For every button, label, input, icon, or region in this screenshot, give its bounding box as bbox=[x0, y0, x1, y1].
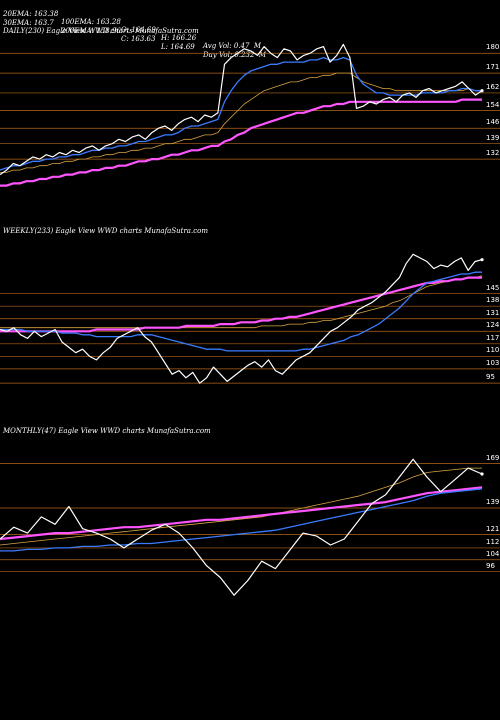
y-tick-label: 96 bbox=[486, 561, 495, 570]
y-tick-label: 139 bbox=[486, 498, 500, 506]
stat-100ema: 100EMA: 163.28 bbox=[61, 18, 121, 26]
y-tick-label: 139 bbox=[486, 133, 500, 142]
y-tick-label: 180 bbox=[486, 43, 500, 52]
weekly-chart bbox=[0, 253, 500, 384]
stat-20ema: 20EMA: 163.38 bbox=[3, 10, 59, 18]
ema-mid-line bbox=[0, 467, 482, 546]
ema-fast-line bbox=[0, 488, 483, 552]
ema-mid-line bbox=[0, 72, 482, 173]
stat-avg-vol: Avg Vol: 0.47 M bbox=[203, 42, 262, 50]
y-tick-label: 146 bbox=[486, 118, 500, 127]
stat-day-vol: Day Vol: 0.232 M bbox=[203, 51, 267, 59]
y-tick-label: 132 bbox=[486, 149, 500, 158]
stats-row-1: 20EMA: 163.38 100EMA: 163.28 O: 164.69 H… bbox=[3, 2, 261, 50]
last-price-point bbox=[480, 472, 484, 476]
monthly-chart bbox=[0, 458, 500, 596]
last-price-point bbox=[480, 258, 484, 262]
y-tick-label: 162 bbox=[486, 82, 500, 91]
ema-mid-line bbox=[0, 275, 483, 329]
y-tick-label: 124 bbox=[486, 321, 500, 330]
stat-high: H: 166.26 bbox=[161, 34, 197, 42]
stat-30ema: 30EMA: 163.7 bbox=[3, 19, 54, 27]
stat-low: L: 164.69 bbox=[161, 43, 195, 51]
y-tick-label: 112 bbox=[486, 537, 500, 546]
monthly-chart-title: MONTHLY(47) Eagle View WWD charts Munafa… bbox=[3, 427, 211, 435]
daily-chart-title: DAILY(230) Eagle View WWD charts MunafaS… bbox=[3, 27, 199, 35]
y-tick-label: 103 bbox=[486, 358, 500, 367]
stat-open: O: 164.69 bbox=[121, 26, 156, 34]
ema-fast-line bbox=[0, 271, 482, 352]
weekly-chart-title: WEEKLY(233) Eagle View WWD charts Munafa… bbox=[3, 227, 208, 235]
ema-slow-line bbox=[0, 98, 482, 187]
stat-200ema: 200EMA: 158.96 bbox=[61, 27, 121, 35]
y-tick-label: 145 bbox=[486, 283, 500, 292]
y-tick-label: 169 bbox=[486, 453, 500, 462]
y-tick-label: 110 bbox=[486, 346, 500, 355]
y-tick-label: 95 bbox=[486, 373, 495, 382]
y-tick-label: 154 bbox=[486, 100, 500, 109]
y-tick-label: 131 bbox=[486, 308, 500, 317]
y-tick-label: 117 bbox=[486, 333, 500, 342]
price-line bbox=[0, 43, 483, 176]
ema-slow-line bbox=[0, 276, 482, 333]
ema-slow-line bbox=[0, 486, 483, 541]
price-line bbox=[0, 458, 483, 596]
y-tick-label: 121 bbox=[486, 524, 500, 533]
stats-row-2: 30EMA: 163.7 200EMA: 158.96 C: 163.63 L:… bbox=[3, 11, 266, 59]
price-line bbox=[0, 253, 483, 384]
ema-fast-line bbox=[0, 56, 482, 171]
last-price-point bbox=[480, 89, 484, 93]
y-tick-label: 138 bbox=[486, 296, 500, 305]
y-tick-label: 171 bbox=[486, 63, 500, 72]
stat-close: C: 163.63 bbox=[121, 35, 156, 43]
y-tick-label: 104 bbox=[486, 549, 500, 558]
daily-chart bbox=[0, 43, 500, 187]
